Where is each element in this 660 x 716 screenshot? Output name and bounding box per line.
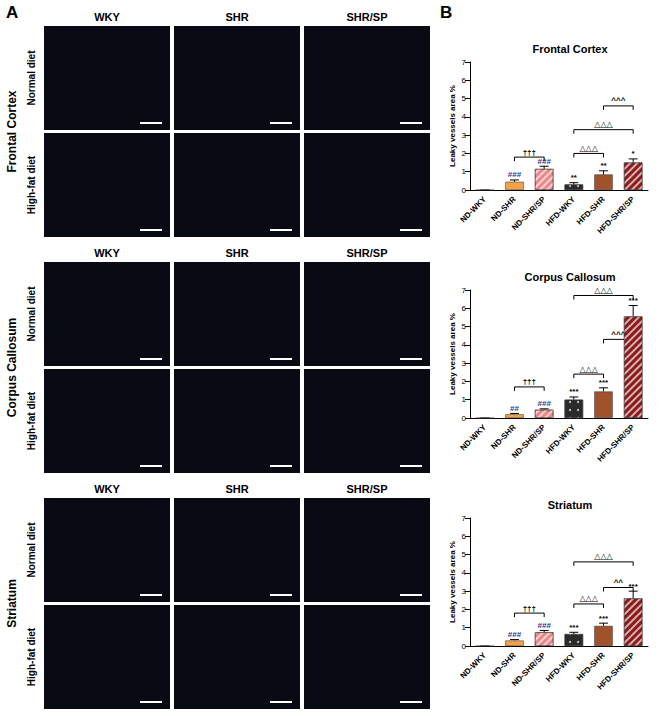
svg-text:***: ***: [569, 387, 579, 396]
svg-text:ND-WKY: ND-WKY: [458, 194, 488, 224]
svg-text:HFD-SHR/SP: HFD-SHR/SP: [595, 422, 636, 463]
svg-text:##: ##: [510, 404, 519, 413]
svg-text:ND-SHR: ND-SHR: [489, 195, 517, 223]
svg-text:HFD-SHR/SP: HFD-SHR/SP: [595, 650, 636, 691]
svg-text:High-fat diet: High-fat diet: [26, 155, 37, 214]
svg-text:SHR: SHR: [225, 11, 248, 23]
svg-text:High-fat diet: High-fat diet: [26, 627, 37, 686]
svg-text:SHR/SP: SHR/SP: [347, 483, 388, 495]
svg-text:0: 0: [462, 642, 467, 651]
svg-text:SHR/SP: SHR/SP: [347, 11, 388, 23]
svg-text:7: 7: [462, 286, 467, 295]
svg-text:Frontal Cortex: Frontal Cortex: [532, 43, 608, 55]
svg-text:2: 2: [462, 149, 467, 158]
svg-text:ND-SHR/SP: ND-SHR/SP: [510, 422, 548, 460]
svg-text:Striatum: Striatum: [548, 499, 593, 511]
svg-text:Leaky vessels area %: Leaky vessels area %: [448, 313, 457, 395]
svg-text:0: 0: [462, 414, 467, 423]
svg-text:SHR: SHR: [225, 247, 248, 259]
svg-text:△△△: △△△: [594, 286, 613, 295]
svg-text:Corpus Callosum: Corpus Callosum: [524, 271, 615, 283]
svg-text:WKY: WKY: [94, 247, 120, 259]
svg-text:Normal diet: Normal diet: [26, 286, 37, 342]
svg-text:HFD-SHR: HFD-SHR: [574, 422, 607, 455]
svg-text:ND-WKY: ND-WKY: [458, 422, 488, 452]
svg-text:5: 5: [462, 322, 467, 331]
svg-text:△△△: △△△: [579, 144, 598, 153]
svg-text:WKY: WKY: [94, 483, 120, 495]
svg-text:△△△: △△△: [594, 552, 613, 561]
svg-text:*: *: [632, 149, 636, 158]
svg-text:###: ###: [537, 399, 551, 408]
svg-text:Normal diet: Normal diet: [26, 50, 37, 106]
svg-text:7: 7: [462, 58, 467, 67]
svg-text:Frontal Cortex: Frontal Cortex: [5, 90, 19, 172]
svg-text:Normal diet: Normal diet: [26, 522, 37, 578]
svg-text:△△△: △△△: [579, 594, 598, 603]
svg-text:**: **: [600, 161, 607, 170]
svg-text:5: 5: [462, 550, 467, 559]
svg-text:ND-SHR/SP: ND-SHR/SP: [510, 650, 548, 688]
svg-text:3: 3: [462, 587, 467, 596]
svg-text:A: A: [6, 3, 18, 22]
svg-text:###: ###: [537, 621, 551, 630]
svg-text:***: ***: [599, 614, 609, 623]
svg-text:†††: †††: [523, 148, 536, 157]
svg-text:ND-SHR: ND-SHR: [489, 651, 517, 679]
svg-text:7: 7: [462, 514, 467, 523]
svg-text:3: 3: [462, 359, 467, 368]
svg-text:^^: ^^: [614, 578, 624, 587]
svg-text:WKY: WKY: [94, 11, 120, 23]
svg-text:***: ***: [569, 623, 579, 632]
svg-text:High-fat diet: High-fat diet: [26, 391, 37, 450]
svg-text:B: B: [440, 3, 452, 22]
svg-text:ND-SHR: ND-SHR: [489, 423, 517, 451]
svg-text:Leaky vessels area %: Leaky vessels area %: [448, 85, 457, 167]
svg-text:2: 2: [462, 377, 467, 386]
svg-text:6: 6: [462, 76, 467, 85]
svg-text:6: 6: [462, 532, 467, 541]
svg-text:4: 4: [462, 340, 467, 349]
svg-text:1: 1: [462, 395, 467, 404]
svg-text:5: 5: [462, 94, 467, 103]
svg-text:ND-SHR/SP: ND-SHR/SP: [510, 194, 548, 232]
svg-text:HFD-WKY: HFD-WKY: [544, 194, 577, 227]
svg-text:^^^: ^^^: [611, 96, 625, 105]
svg-text:^^^: ^^^: [611, 330, 625, 339]
svg-text:HFD-SHR: HFD-SHR: [574, 194, 607, 227]
svg-text:△△△: △△△: [594, 120, 613, 129]
svg-text:Striatum: Striatum: [5, 579, 19, 628]
svg-text:3: 3: [462, 131, 467, 140]
svg-text:Corpus Callosum: Corpus Callosum: [5, 318, 19, 417]
svg-text:6: 6: [462, 304, 467, 313]
svg-text:†††: †††: [523, 604, 536, 613]
svg-text:***: ***: [599, 378, 609, 387]
svg-text:1: 1: [462, 167, 467, 176]
svg-text:ND-WKY: ND-WKY: [458, 650, 488, 680]
svg-text:†††: †††: [523, 377, 536, 386]
svg-text:△△△: △△△: [579, 365, 598, 374]
svg-text:###: ###: [508, 630, 522, 639]
svg-text:4: 4: [462, 112, 467, 121]
svg-text:0: 0: [462, 186, 467, 195]
svg-text:HFD-WKY: HFD-WKY: [544, 422, 577, 455]
svg-text:HFD-SHR/SP: HFD-SHR/SP: [595, 194, 636, 235]
svg-text:###: ###: [508, 170, 522, 179]
svg-text:SHR: SHR: [225, 483, 248, 495]
svg-text:1: 1: [462, 623, 467, 632]
svg-text:Leaky vessels area %: Leaky vessels area %: [448, 541, 457, 623]
svg-text:HFD-SHR: HFD-SHR: [574, 650, 607, 683]
svg-text:SHR/SP: SHR/SP: [347, 247, 388, 259]
svg-text:4: 4: [462, 568, 467, 577]
svg-text:HFD-WKY: HFD-WKY: [544, 650, 577, 683]
svg-text:2: 2: [462, 605, 467, 614]
svg-text:**: **: [571, 173, 578, 182]
